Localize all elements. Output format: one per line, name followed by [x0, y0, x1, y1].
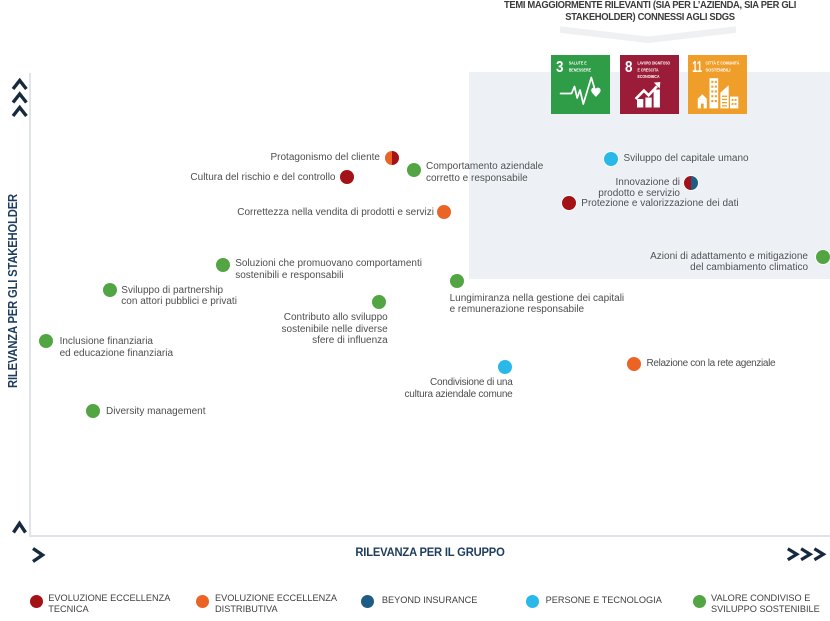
svg-text:CITTÀ E COMUNITÀ: CITTÀ E COMUNITÀ: [705, 61, 740, 66]
svg-text:3: 3: [556, 59, 564, 76]
svg-text:11: 11: [692, 59, 702, 76]
svg-text:LAVORO DIGNITOSO: LAVORO DIGNITOSO: [637, 61, 670, 66]
svg-text:SALUTE E: SALUTE E: [569, 61, 587, 66]
svg-text:BENESSERE: BENESSERE: [569, 67, 591, 72]
svg-text:8: 8: [625, 59, 633, 76]
svg-text:SOSTENIBILI: SOSTENIBILI: [705, 67, 730, 72]
svg-text:E CRESCITA: E CRESCITA: [637, 67, 659, 72]
svg-text:ECONOMICA: ECONOMICA: [637, 74, 660, 79]
